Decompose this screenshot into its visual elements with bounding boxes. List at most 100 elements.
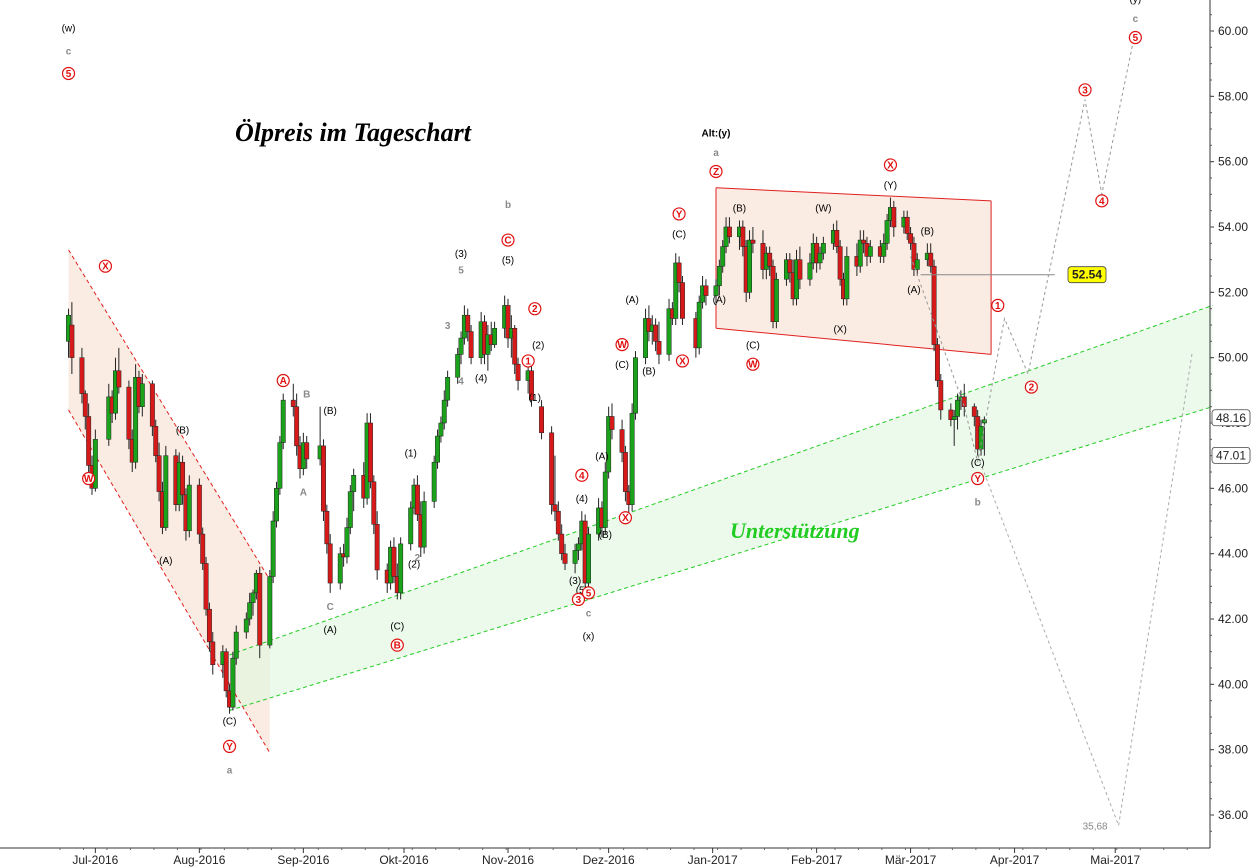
y-tick-label: 54.00 [1218,220,1248,234]
wave-label: W [748,360,758,371]
wave-label: (1) [529,393,541,404]
wave-label-circle [709,164,723,179]
wave-label-circle [1024,380,1038,394]
price-badge [1211,409,1251,427]
x-tick-label: Feb-2017 [791,853,843,867]
candle-body [961,396,967,407]
wave-label: 5 [586,588,592,599]
support-channel-upper [229,304,1213,656]
wave-label: (B) [176,426,189,437]
red-channel-fill [716,187,992,355]
x-tick-label: Dez-2016 [583,853,635,867]
wave-label-circle [746,357,760,371]
candle-body [455,354,461,378]
candle-body [280,399,286,443]
wave-label-circle [61,66,76,81]
candle-body [156,455,162,492]
candle-body [186,484,192,532]
wave-label: (B) [733,203,746,214]
candle-body [951,416,957,420]
candle-body [643,318,648,358]
candle-body [629,412,635,505]
x-tick-label: Jul-2016 [72,853,118,867]
wave-label: X [679,356,686,367]
candle-body [576,543,581,551]
wave-label: (C) [672,230,686,241]
wave-label: 4 [1099,196,1105,207]
candle-body [834,230,840,247]
wave-label-circle [1095,194,1109,208]
wave-label: 5 [458,265,464,276]
candle-body [465,314,471,332]
candle-body [206,608,212,643]
candle-body [86,416,92,466]
candle-body [797,259,803,280]
price-badge-label: 52.54 [1072,268,1102,282]
candle-body [505,305,511,339]
red-channel-upper [715,187,992,202]
candle-body [223,651,229,692]
x-tick-label: Jan-2017 [688,853,738,867]
wave-label: (A) [713,295,726,306]
wave-label-circle [98,259,113,273]
wave-label: (A) [324,625,337,636]
red-channel-upper [68,249,271,581]
wave-label: b [975,497,981,508]
wave-label: 3 [576,595,582,606]
candle-body [529,370,534,401]
y-tick-label: 58.00 [1218,89,1248,103]
wave-label: 5 [1133,33,1139,44]
candle-body [837,246,843,280]
wave-label: 5 [66,69,72,80]
projection-path [910,30,1136,463]
wave-label-circle [618,511,633,525]
candle-body [740,226,746,247]
wave-label: (C) [746,341,760,352]
candle-body [304,442,310,460]
candle-body [368,422,373,483]
candle-body [572,550,578,564]
wave-label: (5) [576,586,588,597]
wave-label: C [504,236,511,247]
red-channel-lower [68,409,271,754]
candle-body [807,262,813,280]
wave-label: W [84,474,94,485]
wave-label-circle [521,354,535,368]
wave-label-circle [528,302,542,316]
candle-body [981,419,987,424]
candle-body [435,435,440,463]
candle-body [549,432,555,505]
wave-label-circle [501,233,515,247]
candle-body [324,510,330,545]
candle-body [559,533,565,554]
x-tick-label: Mär-2017 [885,853,937,867]
wave-label: W [617,340,627,351]
candle-body [703,285,709,296]
candle-body [948,409,954,420]
wave-label: a [713,148,719,159]
candle-body [884,220,890,244]
y-tick-label: 56.00 [1218,155,1248,169]
wave-label: 1 [995,301,1001,312]
candle-body [468,331,474,358]
candle-body [347,491,353,528]
candle-body [200,533,206,564]
candle-body [247,602,253,620]
wave-label: (5) [502,256,514,267]
candle-body [602,471,608,528]
wave-label: 2 [1029,383,1035,394]
candle-body [931,265,937,345]
wave-label: c [66,47,72,58]
chart-title: Ölpreis im Tageschart [235,118,472,147]
candle-body [210,641,216,665]
wave-label: 2 [415,553,421,564]
candle-body [327,543,333,584]
wave-label: b [505,200,511,211]
candle-body [726,226,732,238]
candle-body [106,396,112,440]
wave-label: B [394,641,401,652]
wave-label: c [1133,14,1139,25]
wave-label-circle [615,338,629,352]
candle-body [257,573,263,646]
candle-body [978,426,984,450]
